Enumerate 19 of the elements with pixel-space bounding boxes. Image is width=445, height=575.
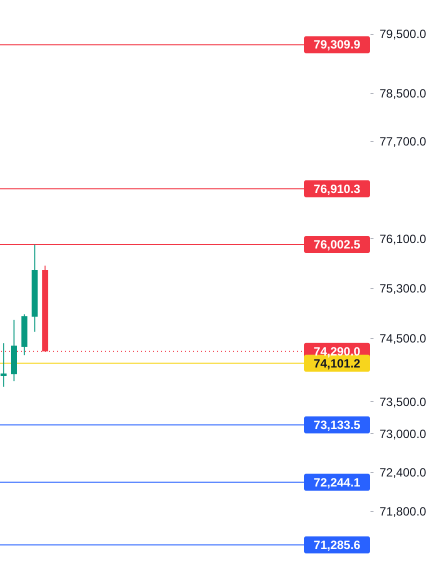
y-tick-label: 72,400.0 xyxy=(380,466,427,480)
ref-line-label: 76,002.5 xyxy=(314,237,361,252)
y-tick-label: 78,500.0 xyxy=(380,86,427,100)
y-tick-label: 75,300.0 xyxy=(380,282,427,296)
ref-line-label: 79,309.9 xyxy=(314,38,361,52)
y-tick-label: 71,800.0 xyxy=(380,504,427,519)
y-tick-label: 79,500.0 xyxy=(380,27,427,41)
ref-line-label: 72,244.1 xyxy=(314,475,361,490)
y-tick-label: 76,100.0 xyxy=(380,232,427,246)
y-tick-label: 73,500.0 xyxy=(380,394,427,409)
y-tick-label: 73,000.0 xyxy=(380,426,427,441)
ref-line-label: 74,101.2 xyxy=(314,356,361,370)
ref-line-label: 76,910.3 xyxy=(314,182,361,196)
y-tick-label: 77,700.0 xyxy=(380,134,427,148)
y-tick-label: 74,500.0 xyxy=(380,332,427,346)
ref-line-label: 73,133.5 xyxy=(314,418,361,432)
ref-line-label: 71,285.6 xyxy=(314,538,361,552)
candlestick xyxy=(0,342,7,388)
ref-line-label: 74,290.0 xyxy=(314,344,361,358)
